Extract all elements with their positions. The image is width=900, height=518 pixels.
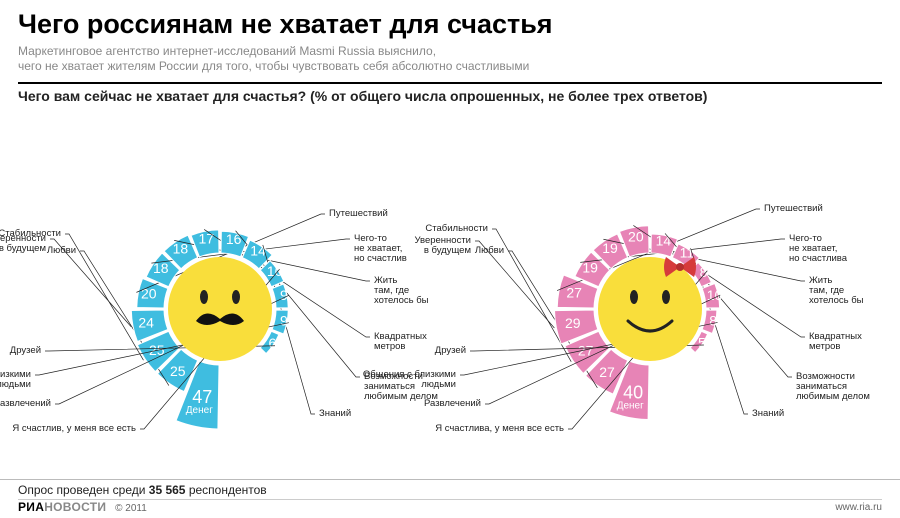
eye-icon	[630, 290, 638, 304]
site-link[interactable]: www.ria.ru	[835, 502, 882, 513]
segment-label: Друзей	[435, 346, 466, 356]
segment-label: Развлечений	[424, 399, 481, 409]
brand-logo: РИАНОВОСТИ © 2011	[18, 500, 147, 514]
segment-label: Я счастлива, у меня все есть	[435, 424, 564, 434]
segment-value: 27	[566, 284, 582, 300]
survey-note: Опрос проведен среди 35 565 респондентов	[0, 480, 900, 499]
segment-label: Возможностизаниматьсялюбимым делом	[796, 372, 870, 402]
segment-label: Общения с близкимилюдьми	[363, 370, 456, 390]
segment-value: 8	[709, 312, 717, 328]
segment-value: 19	[602, 240, 618, 256]
segment-label: Квадратныхметров	[809, 332, 862, 352]
eye-icon	[662, 290, 670, 304]
face	[598, 257, 702, 361]
charts-area: 47Денег25252420181817161410996ЛюбвиСтаби…	[0, 104, 900, 484]
segment-value: 27	[599, 364, 615, 380]
survey-question: Чего вам сейчас не хватает для счастья? …	[0, 84, 900, 104]
segment-label: Путешествий	[764, 204, 823, 214]
page-subtitle: Маркетинговое агентство интернет-исследо…	[18, 44, 882, 74]
page-title: Чего россиянам не хватает для счастья	[18, 10, 882, 40]
segment-label: Чего-тоне хватает,но счастлива	[789, 234, 847, 264]
money-label: Денег	[617, 400, 644, 411]
segment-value: 5	[698, 334, 706, 350]
segment-label: Любви	[475, 246, 504, 256]
segment-label: Знаний	[752, 409, 784, 419]
bow-icon	[676, 263, 684, 271]
segment-label: Стабильности	[425, 224, 488, 234]
segment-label: Уверенностив будущем	[415, 236, 471, 256]
segment-value: 29	[565, 315, 581, 331]
segment-value: 14	[656, 232, 672, 248]
segment-label: Житьтам, гдехотелось бы	[809, 276, 863, 306]
